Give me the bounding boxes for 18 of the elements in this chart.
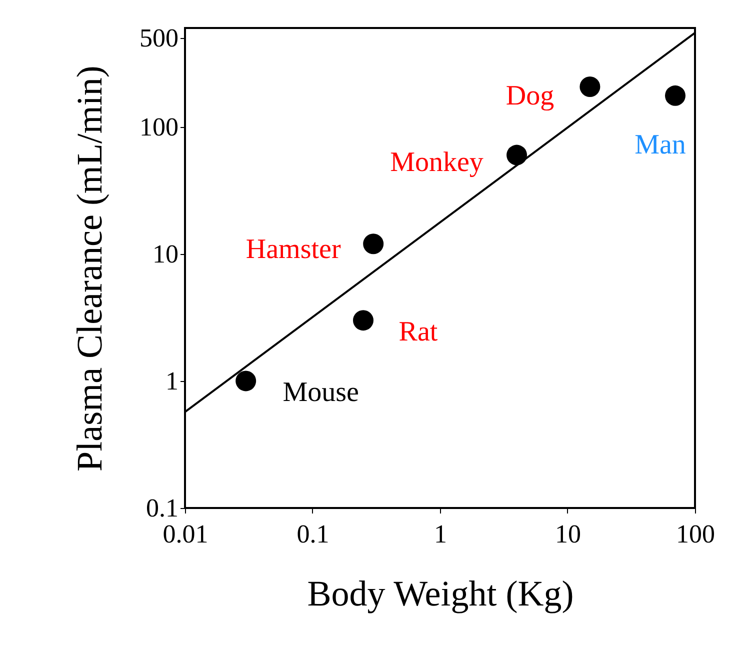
y-tick-label: 500 xyxy=(140,24,178,53)
y-tick-label: 10 xyxy=(152,239,178,268)
annotation: Hamster xyxy=(246,234,342,265)
x-tick-label: 0.01 xyxy=(162,520,208,548)
x-axis-title: Body Weight (Kg) xyxy=(307,574,574,614)
annotation: Rat xyxy=(398,316,438,348)
y-tick-label: 1 xyxy=(166,366,178,396)
x-tick-label: 100 xyxy=(676,520,715,548)
y-axis-title: Plasma Clearance (mL/min) xyxy=(70,66,110,472)
annotation: Man xyxy=(634,130,686,161)
y-tick-label: 0.1 xyxy=(146,494,178,522)
annotation: Mouse xyxy=(282,376,359,408)
annotation: Monkey xyxy=(390,147,484,178)
annotation: Dog xyxy=(506,80,554,112)
y-tick-label: 100 xyxy=(140,112,178,142)
x-tick-label: 1 xyxy=(434,520,447,548)
x-tick-label: 0.1 xyxy=(296,520,330,548)
x-tick-label: 10 xyxy=(555,520,581,548)
